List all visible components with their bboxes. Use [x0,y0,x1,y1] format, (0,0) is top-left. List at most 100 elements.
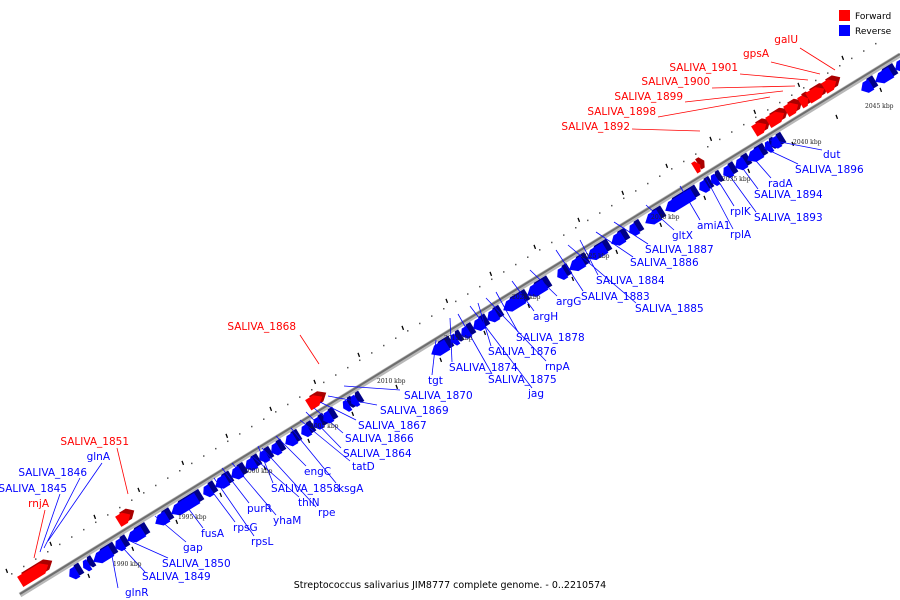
gene-label: SALIVA_1874 [449,362,518,374]
gene-body [645,209,663,225]
tick-dot [71,536,73,538]
gene-body [629,222,641,236]
tick-marks [5,42,883,579]
tick-dash [571,276,575,282]
leader-line [129,540,169,559]
reverse-gene [735,152,753,171]
leader-line [705,177,734,230]
gene-label: rpe [318,507,335,519]
gene-label: SALIVA_1876 [488,346,557,358]
gene-body [587,242,609,261]
reverse-gene [301,420,317,438]
tick-dot [323,381,325,384]
reverse-gene [747,142,769,162]
legend-label-reverse: Reverse [855,27,892,37]
legend-swatch-reverse [839,25,850,36]
kbp-marker: 2005 kbp [310,423,339,430]
reverse-gene [285,428,303,447]
leader-line [579,239,599,276]
tick-dot [875,42,877,45]
gene-body [461,325,473,339]
gene-body [557,267,569,280]
tick-dot [443,308,445,310]
forward-gene [751,118,771,137]
reverse-gene [231,461,249,480]
gene-body [203,484,215,498]
leader-line [47,462,103,542]
gene-label: argH [533,311,558,323]
legend: Forward Reverse [839,10,892,37]
gene-body [710,173,721,187]
gene-shadow [695,157,705,170]
kbp-marker: 1995 kbp [178,514,207,521]
reverse-gene [557,263,573,280]
tick-dot [791,94,793,96]
gene-label: gpsA [743,48,770,60]
genome-caption: Streptococcus salivarius JIM8777 complet… [294,580,606,591]
leader-line [299,334,320,365]
gene-body [305,395,323,411]
reverse-gene [699,175,715,193]
leader-line [431,339,437,376]
tick-dot [755,116,757,119]
gene-body [171,492,201,516]
gene-label: SALIVA_1868 [227,321,296,333]
leader-line [231,462,277,516]
gene-body [735,156,749,171]
leader-line [275,435,307,467]
leader-line [763,147,799,165]
tick-dash [753,109,757,115]
tick-dot [179,470,181,472]
gene-label: SALIVA_1845 [0,483,67,495]
gene-label: SALIVA_1887 [645,244,714,256]
leader-line [449,317,453,363]
gene-label: SALIVA_1884 [596,275,665,287]
gene-body [69,566,81,580]
leader-line [769,139,823,151]
gene-body [569,256,587,272]
gene-body [875,67,895,84]
reverse-gene [271,438,287,456]
gene-label: SALIVA_1894 [754,189,823,201]
gene-body [611,231,627,246]
reverse-gene [629,218,645,236]
gene-body [82,559,93,572]
gene-body [771,135,783,149]
gene-label: gap [183,542,203,554]
gene-label: SALIVA_1851 [60,436,129,448]
tick-dash [841,55,845,61]
leader-line [477,302,492,347]
tick-dot [239,433,241,435]
tick-dot [395,337,397,339]
gene-label: rplK [730,206,752,218]
gene-body [450,333,461,346]
tick-dot [251,425,253,428]
reverse-gene [723,161,739,179]
leader-line [485,297,547,362]
leader-line [645,204,675,231]
gene-label: thiN [298,497,320,509]
leader-line [299,419,351,462]
kbp-markers: 1990 kbp 1995 kbp 2000 kbp 2005 kbp 2010 kbp… [113,103,894,568]
leader-line [613,221,649,245]
gene-body [783,102,799,118]
leader-line [595,231,634,258]
tick-dot [359,359,361,362]
gene-label: SALIVA_1899 [614,91,683,103]
tick-dot [647,182,649,185]
leader-line [529,269,558,297]
tick-dash [269,406,273,412]
gene-body [259,449,271,463]
forward-gene [305,391,327,411]
gene-body [805,87,825,104]
gene-label: tgt [428,375,443,387]
gene-label: SALIVA_1883 [581,291,650,303]
tick-dot [83,528,85,531]
tick-dash [307,438,311,444]
backbone-line [19,53,900,595]
gene-body [93,545,115,564]
forward-gene [691,157,705,174]
tick-dash [615,249,619,255]
tick-dot [419,322,421,325]
